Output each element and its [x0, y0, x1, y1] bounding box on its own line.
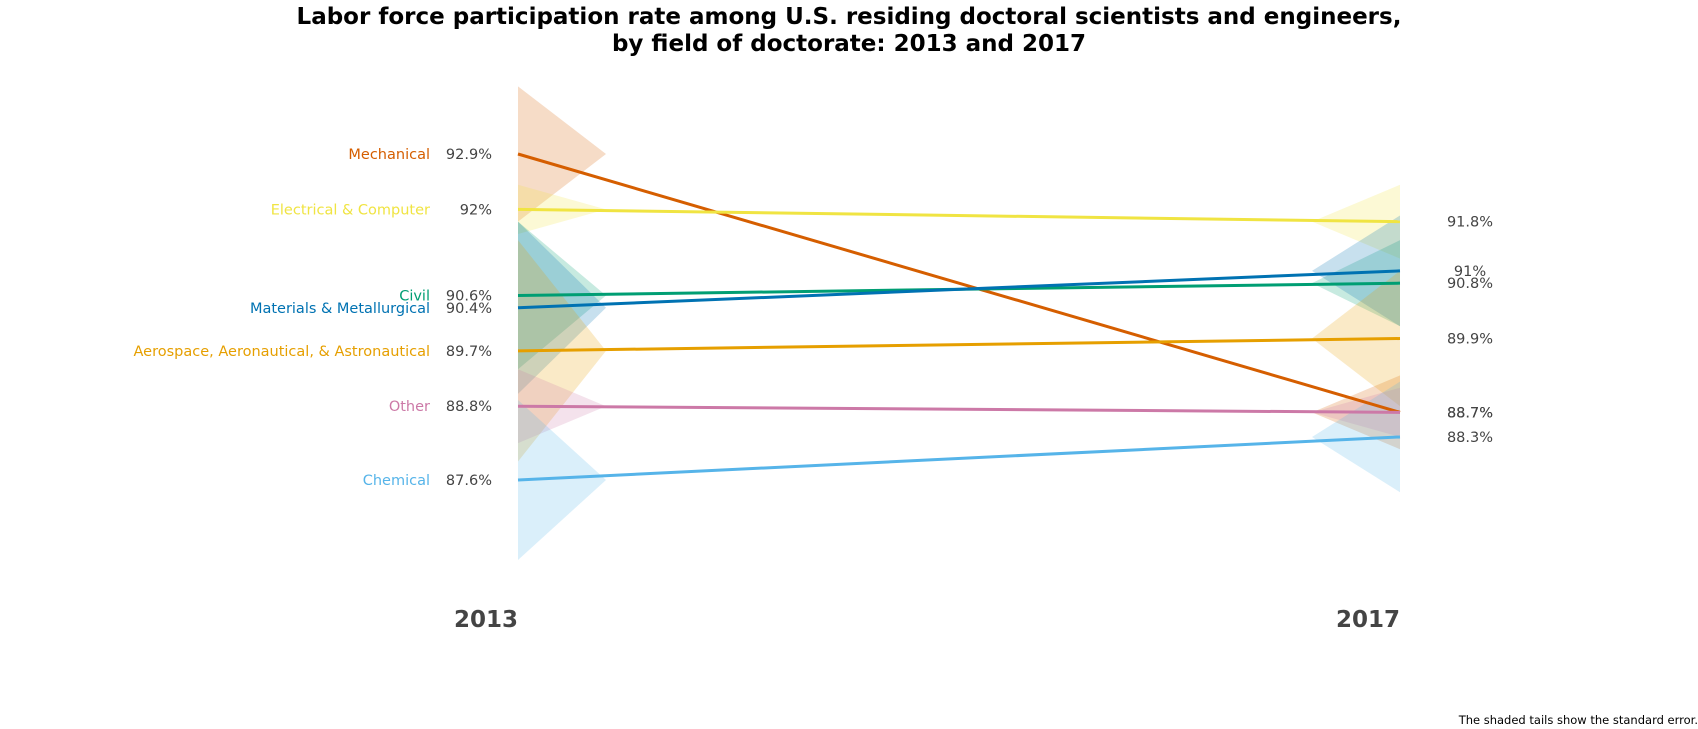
- series-name-other: Other: [389, 399, 430, 415]
- series-name-materials-metallurgical: Materials & Metallurgical: [250, 301, 430, 317]
- series-line-other: [517, 404, 1401, 414]
- standard-error-tails: [518, 86, 1400, 560]
- chart-title-line-1: Labor force participation rate among U.S…: [296, 4, 1402, 30]
- se-tail-2013-chemical: [518, 400, 606, 560]
- value-label-2013-materials-metallurgical: 90.4%: [446, 301, 492, 317]
- value-label-2013-chemical: 87.6%: [446, 473, 492, 489]
- footnote: The shaded tails show the standard error…: [1458, 713, 1698, 727]
- series-name-civil: Civil: [399, 288, 430, 304]
- value-label-2017-materials-metallurgical: 91%: [1454, 264, 1486, 280]
- series-line-materials-metallurgical: [517, 269, 1401, 310]
- series-labels: Mechanical 92.9% 88.7% Electrical & Compute…: [134, 147, 1494, 489]
- series-name-aerospace-aeronautical-astronautical: Aerospace, Aeronautical, & Astronautical: [134, 344, 431, 360]
- value-label-2013-other: 88.8%: [446, 399, 492, 415]
- se-tail-2013-mechanical: [518, 86, 606, 222]
- value-label-2013-electrical-computer: 92%: [460, 202, 492, 218]
- value-label-2017-civil: 90.8%: [1447, 276, 1493, 292]
- x-tick-label-2017: 2017: [1336, 607, 1400, 633]
- se-tail-2017-chemical: [1312, 381, 1400, 493]
- series-line-aerospace-aeronautical-astronautical: [517, 337, 1401, 353]
- value-label-2017-mechanical: 88.7%: [1447, 405, 1493, 421]
- value-label-2017-other: 88.7%: [1447, 405, 1493, 421]
- se-tail-2017-materials-metallurgical: [1312, 215, 1400, 327]
- chart-title: Labor force participation rate among U.S…: [0, 4, 1698, 58]
- value-label-2013-mechanical: 92.9%: [446, 147, 492, 163]
- value-label-2017-aerospace-aeronautical-astronautical: 89.9%: [1447, 332, 1493, 348]
- value-label-2017-electrical-computer: 91.8%: [1447, 215, 1493, 231]
- value-label-2013-aerospace-aeronautical-astronautical: 89.7%: [446, 344, 492, 360]
- series-line-electrical-computer: [517, 207, 1401, 224]
- series-line-mechanical: [517, 152, 1401, 414]
- series-lines: [517, 152, 1401, 482]
- x-tick-label-2013: 2013: [454, 607, 518, 633]
- series-name-chemical: Chemical: [363, 473, 430, 489]
- series-name-electrical-computer: Electrical & Computer: [271, 202, 430, 218]
- series-name-mechanical: Mechanical: [348, 147, 430, 163]
- value-label-2013-civil: 90.6%: [446, 288, 492, 304]
- series-line-chemical: [517, 435, 1401, 482]
- chart-title-line-2: by field of doctorate: 2013 and 2017: [611, 31, 1087, 57]
- value-label-2017-chemical: 88.3%: [1447, 430, 1493, 446]
